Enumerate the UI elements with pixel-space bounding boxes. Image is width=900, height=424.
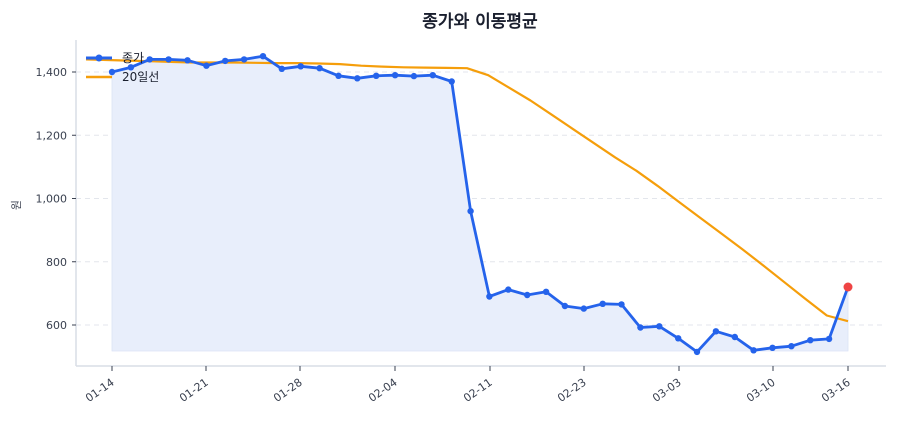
x-tick-label: 02-11 (461, 376, 495, 405)
close-point (146, 56, 153, 63)
axes (75, 40, 886, 367)
x-tick-label: 02-04 (366, 376, 400, 405)
close-point (561, 302, 569, 310)
close-point (297, 63, 304, 70)
close-point (278, 65, 285, 73)
close-point (618, 301, 625, 308)
x-tick-label: 03-03 (650, 376, 684, 405)
close-point (184, 57, 191, 64)
ma20-polyline (85, 58, 849, 323)
close-point (222, 57, 229, 65)
close-point (354, 75, 361, 82)
x-ticks: 01-14 01-21 01-28 02-04 02-11 02-23 03-03 03-10… (83, 366, 853, 405)
close-point (410, 72, 418, 80)
y-tick-label: 600 (46, 319, 67, 332)
close-point (448, 78, 455, 85)
legend-close-marker (95, 54, 103, 62)
close-point (807, 337, 814, 344)
close-point (637, 324, 644, 331)
close-point (731, 333, 738, 341)
close-point (165, 56, 172, 63)
close-point (127, 64, 135, 71)
y-ticks: 600 800 1,000 1,200 1,400 (36, 66, 76, 332)
close-point (656, 323, 663, 330)
close-point (750, 347, 757, 354)
close-point (542, 288, 550, 295)
close-point (429, 72, 436, 79)
close-point (240, 56, 248, 63)
close-point (373, 72, 380, 80)
close-point (391, 72, 399, 79)
y-axis-label: 원 (10, 200, 23, 210)
close-point (335, 72, 342, 80)
y-tick-label: 800 (46, 256, 67, 269)
close-point (467, 207, 474, 215)
ma20-line (85, 58, 849, 323)
x-tick-label: 01-28 (271, 376, 305, 405)
x-tick-label: 03-16 (819, 376, 853, 405)
close-point (316, 65, 323, 72)
close-point (693, 348, 701, 356)
chart-title: 종가와 이동평균 (422, 12, 538, 32)
area-fill (111, 55, 849, 353)
close-point (788, 343, 795, 350)
y-tick-label: 1,400 (36, 66, 68, 79)
close-area-fill (111, 55, 849, 353)
close-point (599, 300, 606, 307)
close-point (505, 286, 512, 293)
y-tick-label: 1,200 (36, 129, 68, 142)
y-tick-label: 1,000 (36, 193, 68, 206)
x-tick-label: 02-23 (555, 376, 589, 405)
close-polyline (111, 54, 850, 354)
close-point (712, 328, 720, 335)
close-point (825, 335, 833, 343)
close-point (524, 291, 531, 299)
x-tick-label: 01-14 (83, 376, 117, 405)
close-point (108, 68, 116, 76)
close-line (108, 53, 853, 356)
x-tick-label: 01-21 (177, 376, 211, 405)
x-tick-label: 03-10 (744, 376, 778, 405)
close-point (486, 293, 493, 300)
close-point (675, 335, 682, 342)
close-point (769, 344, 776, 351)
legend-ma20-label: 20일선 (122, 70, 159, 84)
legend-close-label: 종가 (122, 51, 144, 65)
close-point (259, 53, 267, 60)
legend: 종가 20일선 (86, 51, 159, 84)
last-close-point (843, 282, 853, 292)
close-point (203, 62, 210, 69)
close-point (580, 305, 587, 312)
